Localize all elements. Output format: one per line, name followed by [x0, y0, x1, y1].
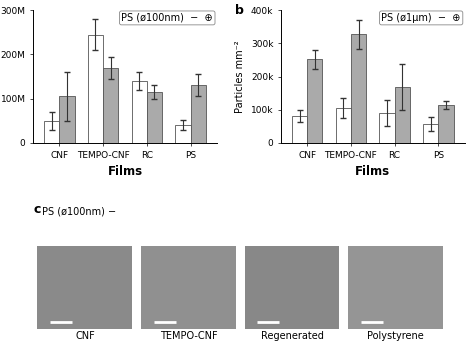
Text: PS (ø1μm)  −  ⊕: PS (ø1μm) − ⊕: [382, 13, 461, 23]
Text: b: b: [235, 4, 244, 17]
Text: TEMPO-CNF: TEMPO-CNF: [160, 331, 217, 341]
Y-axis label: Particles mm⁻²: Particles mm⁻²: [235, 40, 245, 113]
Text: PS (ø100nm)  −  ⊕: PS (ø100nm) − ⊕: [121, 13, 213, 23]
Bar: [423, 124, 438, 143]
Bar: [103, 68, 118, 143]
Text: PS (ø100nm) −: PS (ø100nm) −: [42, 207, 116, 216]
X-axis label: Films: Films: [355, 165, 390, 178]
Bar: [292, 116, 307, 143]
Text: CNF: CNF: [75, 331, 95, 341]
Bar: [175, 125, 191, 143]
Bar: [351, 35, 366, 143]
Bar: [88, 35, 103, 143]
FancyBboxPatch shape: [37, 246, 132, 329]
Bar: [438, 105, 454, 143]
Bar: [147, 92, 162, 143]
Bar: [131, 81, 147, 143]
Bar: [336, 108, 351, 143]
Bar: [191, 86, 206, 143]
X-axis label: Films: Films: [108, 165, 143, 178]
FancyBboxPatch shape: [141, 246, 236, 329]
Bar: [44, 121, 59, 143]
FancyBboxPatch shape: [245, 246, 339, 329]
Text: Polystyrene: Polystyrene: [367, 331, 424, 341]
FancyBboxPatch shape: [348, 246, 443, 329]
Bar: [59, 96, 75, 143]
Bar: [379, 113, 394, 143]
Text: c: c: [33, 202, 41, 215]
Text: Regenerated
cellulose: Regenerated cellulose: [261, 331, 323, 342]
Bar: [394, 87, 410, 143]
Bar: [307, 59, 322, 143]
